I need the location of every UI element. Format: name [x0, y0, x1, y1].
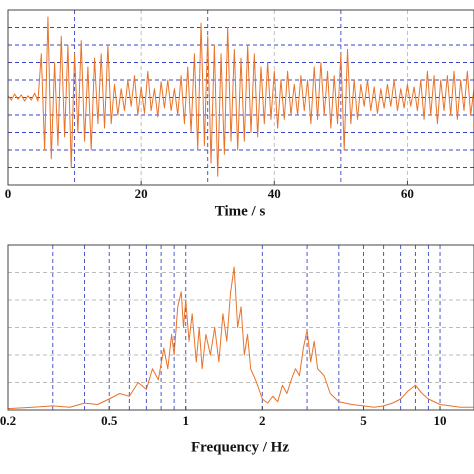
data-line — [7, 16, 474, 177]
x-tick-label: 20 — [135, 186, 148, 201]
x-tick-label: 0.5 — [101, 413, 118, 428]
x-tick-label: 10 — [434, 413, 447, 428]
plot-frame — [7, 9, 474, 186]
x-tick-label: 2 — [259, 413, 266, 428]
x-tick-label: 0 — [5, 186, 12, 201]
x-tick-label: 0.2 — [0, 413, 16, 428]
x-tick-label: 60 — [401, 186, 414, 201]
plot-frame — [7, 244, 474, 411]
x-tick-label: 5 — [360, 413, 367, 428]
x-axis-title: Frequency / Hz — [191, 439, 289, 455]
x-tick-label: 1 — [182, 413, 189, 428]
x-axis-title: Time / s — [215, 203, 266, 219]
data-line — [7, 266, 474, 410]
x-tick-label: 40 — [268, 186, 281, 201]
